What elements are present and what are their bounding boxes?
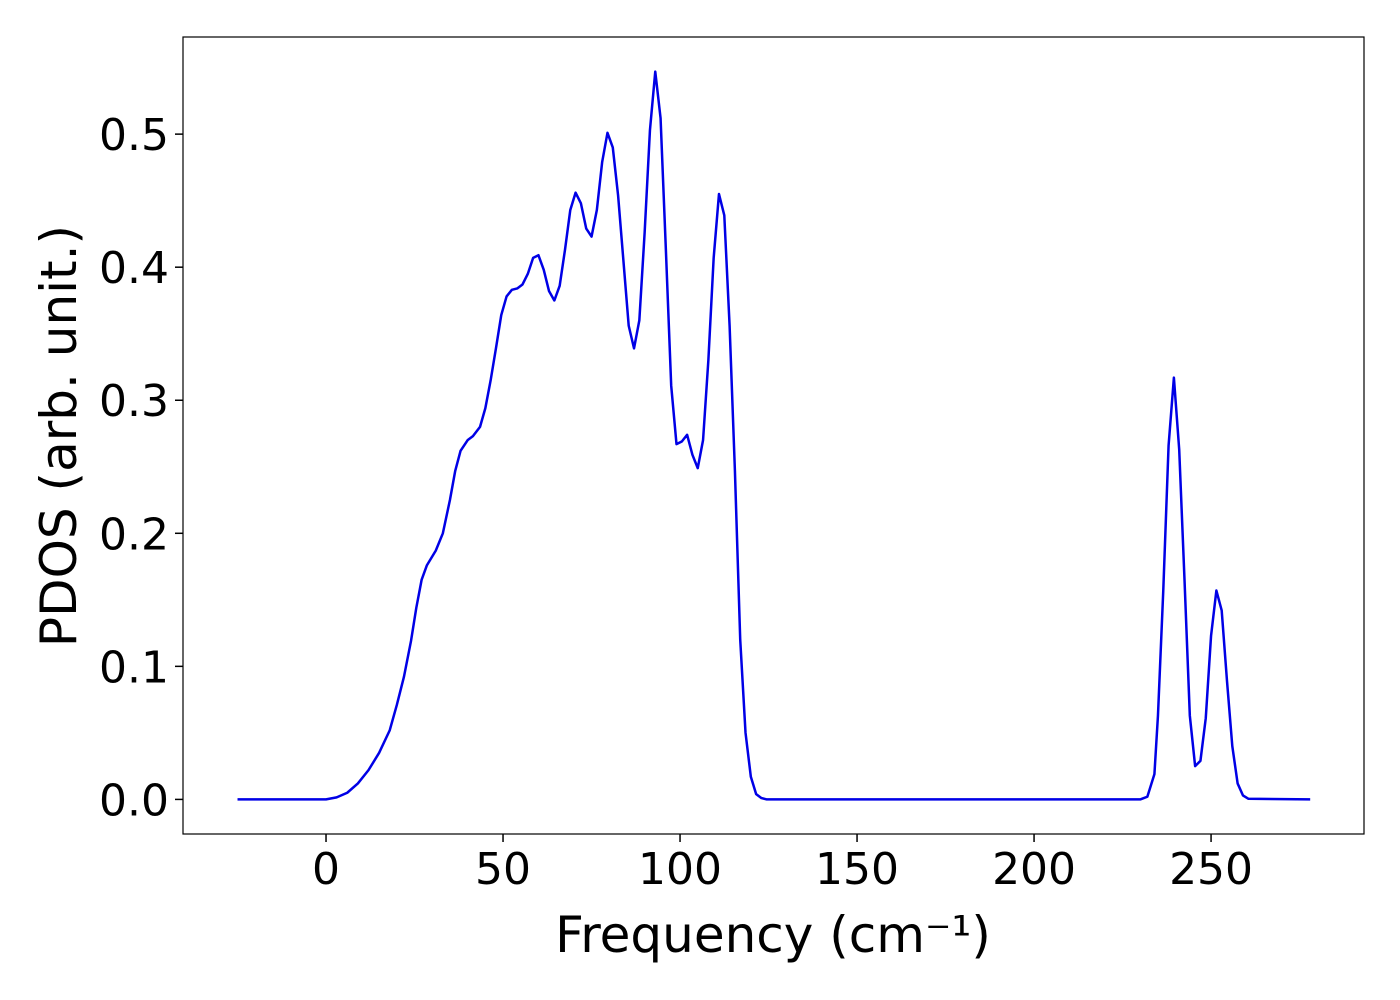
x-tick-label: 150 (815, 844, 899, 895)
x-tick-label: 50 (475, 844, 531, 895)
x-axis-label: Frequency (cm⁻¹) (555, 906, 991, 964)
x-tick-label: 100 (638, 844, 722, 895)
y-tick-label: 0.1 (99, 642, 169, 693)
x-tick-label: 200 (992, 844, 1076, 895)
x-tick-label: 250 (1169, 844, 1253, 895)
y-tick-label: 0.4 (99, 243, 169, 294)
plot-frame (182, 36, 1365, 835)
y-tick-label: 0.0 (99, 775, 169, 826)
data-line (237, 70, 1311, 801)
y-tick-label: 0.5 (99, 110, 169, 161)
x-tick-label: 0 (312, 844, 340, 895)
y-tick-label: 0.2 (99, 509, 169, 560)
y-axis-label: PDOS (arb. unit.) (30, 225, 88, 647)
y-tick-label: 0.3 (99, 376, 169, 427)
